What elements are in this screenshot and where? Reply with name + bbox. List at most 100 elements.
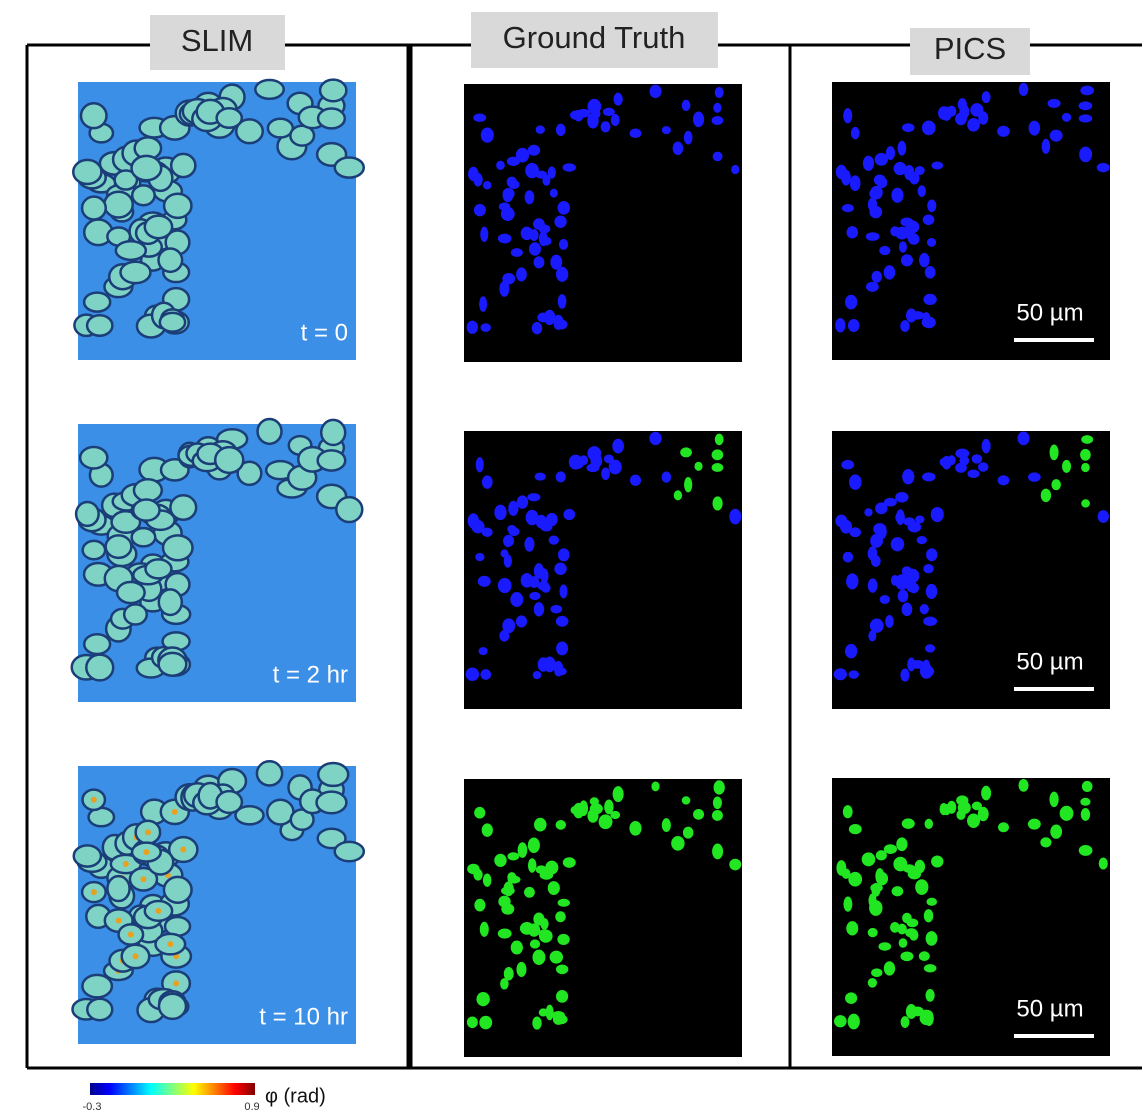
nucleus bbox=[480, 227, 488, 242]
scale-bar-label: 50 µm bbox=[1016, 299, 1083, 326]
nucleus bbox=[729, 509, 741, 525]
nucleus bbox=[541, 584, 551, 593]
cell bbox=[134, 479, 162, 501]
nucleus bbox=[908, 233, 919, 244]
nucleus bbox=[474, 807, 485, 819]
cell bbox=[267, 800, 293, 825]
nucleus bbox=[895, 162, 906, 174]
nucleus bbox=[868, 978, 877, 988]
nucleus bbox=[517, 495, 528, 508]
nucleus bbox=[1082, 781, 1093, 792]
nucleus bbox=[535, 473, 546, 481]
nucleus bbox=[849, 824, 862, 834]
cell bbox=[84, 634, 110, 654]
nucleus bbox=[530, 229, 539, 241]
nucleus bbox=[684, 131, 693, 145]
nucleus bbox=[529, 242, 541, 255]
nucleus bbox=[927, 238, 936, 247]
nucleus bbox=[909, 583, 920, 593]
nucleus bbox=[533, 671, 542, 679]
cell bbox=[258, 419, 282, 444]
nucleus bbox=[841, 460, 854, 470]
nucleus bbox=[579, 455, 588, 465]
cell bbox=[320, 80, 346, 102]
nucleus bbox=[925, 266, 936, 279]
nucleus bbox=[909, 172, 919, 185]
nucleus bbox=[872, 271, 882, 283]
nucleus bbox=[871, 968, 882, 977]
cell bbox=[268, 119, 293, 138]
nucleus bbox=[997, 126, 1010, 137]
nucleus bbox=[868, 198, 877, 212]
cell bbox=[217, 108, 242, 128]
nucleus bbox=[629, 821, 641, 836]
nucleus bbox=[550, 951, 563, 964]
nucleus bbox=[845, 644, 857, 659]
cell-core bbox=[91, 889, 97, 895]
nucleus bbox=[713, 152, 723, 162]
nucleus bbox=[507, 872, 516, 882]
nucleus bbox=[843, 552, 854, 563]
cell bbox=[318, 109, 345, 129]
nucleus bbox=[1062, 460, 1071, 473]
nucleus bbox=[479, 647, 488, 655]
nucleus bbox=[540, 568, 548, 583]
cell bbox=[80, 447, 107, 468]
nucleus bbox=[712, 810, 723, 821]
nucleus bbox=[948, 455, 956, 465]
nucleus bbox=[923, 564, 933, 573]
nucleus bbox=[649, 432, 661, 445]
nucleus bbox=[899, 938, 908, 947]
nucleus bbox=[919, 951, 930, 961]
cell bbox=[336, 497, 362, 522]
cell bbox=[160, 313, 185, 332]
cell bbox=[124, 604, 147, 624]
nucleus bbox=[981, 786, 991, 801]
nucleus bbox=[553, 1014, 564, 1025]
nucleus bbox=[884, 498, 897, 507]
nucleus bbox=[834, 668, 847, 680]
nucleus bbox=[874, 174, 886, 185]
column-title: SLIM bbox=[181, 23, 253, 58]
nucleus bbox=[467, 864, 479, 875]
nucleus bbox=[590, 803, 603, 814]
nucleus bbox=[1040, 837, 1051, 847]
nucleus bbox=[731, 165, 739, 174]
nucleus bbox=[611, 114, 620, 126]
nucleus bbox=[496, 161, 505, 170]
nucleus bbox=[919, 253, 930, 267]
nucleus bbox=[507, 525, 516, 533]
nucleus bbox=[494, 505, 506, 521]
nucleus bbox=[902, 123, 915, 132]
nucleus bbox=[880, 595, 890, 604]
nucleus bbox=[920, 1012, 934, 1026]
nucleus bbox=[902, 818, 915, 828]
cell bbox=[81, 103, 106, 128]
cell bbox=[73, 160, 101, 184]
nucleus bbox=[982, 91, 991, 103]
nucleus bbox=[474, 204, 486, 216]
nucleus bbox=[884, 265, 896, 279]
nucleus bbox=[481, 127, 494, 142]
nucleus bbox=[917, 536, 927, 544]
nucleus bbox=[662, 126, 671, 134]
cell bbox=[106, 535, 132, 557]
image bbox=[73, 80, 364, 360]
cell bbox=[83, 541, 105, 559]
nucleus bbox=[480, 669, 491, 680]
nucleus bbox=[902, 602, 913, 616]
nucleus bbox=[475, 553, 484, 561]
nucleus bbox=[478, 576, 491, 587]
column-title: Ground Truth bbox=[503, 20, 686, 55]
nucleus bbox=[1028, 819, 1041, 830]
nucleus bbox=[499, 202, 510, 210]
nucleus bbox=[931, 161, 943, 169]
nucleus bbox=[1017, 432, 1029, 446]
nucleus bbox=[1081, 808, 1090, 821]
nucleus bbox=[901, 1016, 910, 1028]
nucleus bbox=[1080, 86, 1094, 96]
nucleus bbox=[479, 1016, 492, 1030]
nucleus bbox=[518, 842, 528, 858]
nucleus bbox=[1041, 489, 1051, 503]
nucleus bbox=[498, 578, 512, 593]
